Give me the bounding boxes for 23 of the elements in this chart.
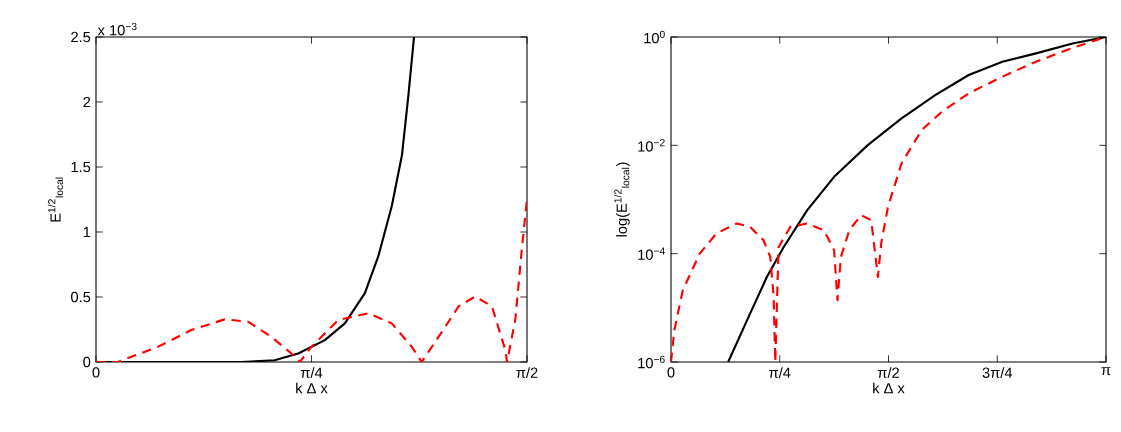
x-tick-label: 0 (667, 367, 675, 378)
x-tick-label: π/2 (877, 367, 899, 378)
x-axis-title: k Δ x (296, 382, 328, 394)
x-tick-label: π/2 (516, 367, 538, 378)
x-tick-label: π/4 (300, 367, 323, 378)
y-tick-label: 0.5 (71, 291, 91, 303)
text: x 10$^{−3}$ (97, 22, 137, 36)
y-tick-label: 2 (83, 96, 91, 108)
y-tick-label: 10$^{0}$ (644, 30, 665, 44)
y-tick-label: 10$^{−4}$ (638, 247, 665, 260)
y-tick-label: 10$^{−6}$ (638, 355, 665, 369)
y-axis-title: log(E$^{1/2}$$_{local}$) (614, 162, 630, 237)
y-tick-label: 1 (83, 226, 91, 238)
x-axis-title: k Δ x (873, 382, 905, 394)
x-tick-label: π/4 (769, 367, 791, 378)
y-tick-label: 1.5 (71, 161, 91, 173)
y-tick-label: 0 (83, 356, 91, 368)
y-tick-label: 10$^{−2}$ (638, 139, 665, 152)
x-tick-label: 3π/4 (982, 367, 1013, 378)
y-tick-label: 2.5 (71, 31, 91, 43)
x-tick-label: 0 (92, 367, 100, 378)
y-axis-title: E$^{1/2}$local (47, 177, 64, 222)
x-tick-label: π (1101, 367, 1111, 376)
